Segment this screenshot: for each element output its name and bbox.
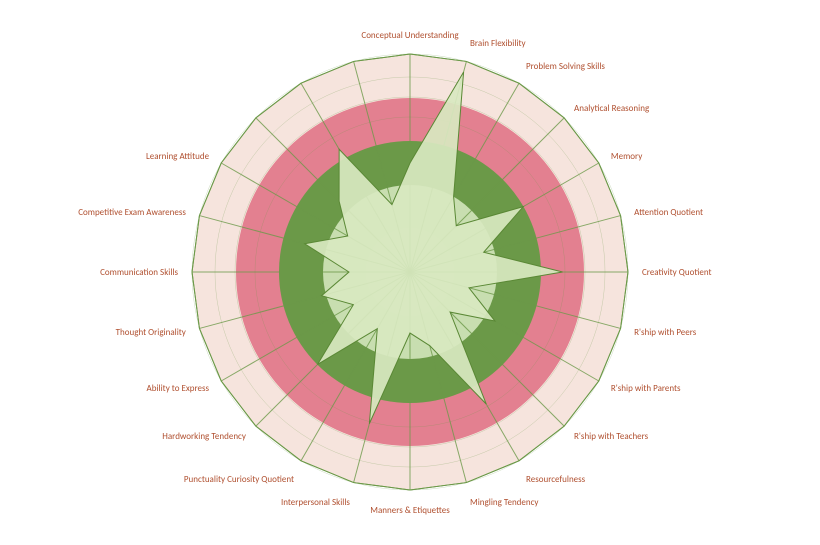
axis-label: Mingling Tendency [470, 497, 539, 508]
axis-label: Analytical Reasoning [574, 103, 650, 114]
axis-label: Competitive Exam Awareness [78, 207, 186, 218]
radar-chart: Conceptual Understanding Brain Flexibilit… [0, 0, 820, 545]
axis-label: Resourcefulness [526, 474, 586, 485]
axis-label: R'ship with Parents [611, 383, 681, 394]
axis-label: Communication Skills [100, 267, 178, 278]
axis-label: Hardworking Tendency [162, 431, 247, 442]
axis-label: Thought Originality [116, 327, 187, 338]
axis-label: Punctuality Curiosity Quotient [184, 474, 294, 485]
axis-label: Memory [611, 151, 643, 162]
axis-label: Conceptual Understanding [361, 30, 459, 41]
axis-label: Brain Flexibility [470, 38, 526, 49]
axis-label: R'ship with Peers [634, 327, 697, 338]
axis-label: Learning Attitude [146, 151, 210, 162]
axis-label: R'ship with Teachers [574, 431, 649, 442]
axis-label: Ability to Express [147, 383, 210, 394]
axis-label: Creativity Quotient [642, 267, 711, 278]
axis-label: Problem Solving Skills [526, 61, 605, 72]
axis-label: Interpersonal Skills [281, 497, 350, 508]
axis-label: Manners & Etiquettes [370, 505, 450, 516]
axis-label: Attention Quotient [634, 207, 703, 218]
radar-chart-container: Conceptual Understanding Brain Flexibilit… [0, 0, 820, 545]
